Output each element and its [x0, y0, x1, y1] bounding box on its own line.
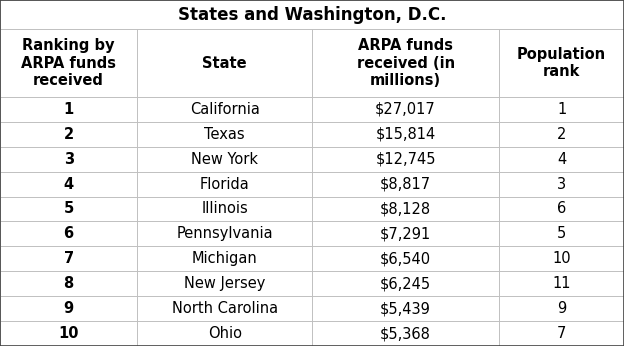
Bar [499, 172, 624, 197]
Text: 9: 9 [557, 301, 566, 316]
Text: State: State [202, 56, 247, 71]
Text: 4: 4 [557, 152, 566, 167]
Bar [312, 246, 499, 271]
Bar [0, 321, 137, 346]
Text: 11: 11 [552, 276, 571, 291]
Bar [137, 321, 312, 346]
Text: Ohio: Ohio [208, 326, 241, 341]
Text: $5,368: $5,368 [380, 326, 431, 341]
Bar [0, 97, 137, 122]
Text: 1: 1 [557, 102, 566, 117]
Text: 1: 1 [64, 102, 74, 117]
Text: 9: 9 [64, 301, 74, 316]
Bar [499, 296, 624, 321]
Bar [312, 172, 499, 197]
Bar [312, 271, 499, 296]
Text: ARPA funds
received (in
millions): ARPA funds received (in millions) [356, 38, 455, 88]
Bar [312, 147, 499, 172]
Bar [499, 197, 624, 221]
Bar [499, 29, 624, 97]
Bar [137, 29, 312, 97]
Bar [137, 97, 312, 122]
Bar [499, 221, 624, 246]
Bar [137, 197, 312, 221]
Text: $6,245: $6,245 [380, 276, 431, 291]
Bar [499, 147, 624, 172]
Bar [312, 97, 499, 122]
Text: Michigan: Michigan [192, 251, 258, 266]
Text: $15,814: $15,814 [376, 127, 436, 142]
Bar [137, 172, 312, 197]
Text: New Jersey: New Jersey [184, 276, 265, 291]
Bar [0, 197, 137, 221]
Text: $12,745: $12,745 [376, 152, 436, 167]
Text: $7,291: $7,291 [380, 226, 431, 242]
Bar [312, 122, 499, 147]
Text: 7: 7 [557, 326, 567, 341]
Text: 10: 10 [59, 326, 79, 341]
Bar [137, 221, 312, 246]
Text: 7: 7 [64, 251, 74, 266]
Bar [0, 147, 137, 172]
Text: $8,128: $8,128 [380, 201, 431, 217]
Text: Illinois: Illinois [202, 201, 248, 217]
Bar [137, 271, 312, 296]
Text: 8: 8 [64, 276, 74, 291]
Bar [312, 321, 499, 346]
Bar [0, 122, 137, 147]
Text: 10: 10 [552, 251, 571, 266]
Text: 4: 4 [64, 176, 74, 192]
Bar [0, 296, 137, 321]
Text: 3: 3 [557, 176, 566, 192]
Bar [499, 97, 624, 122]
Text: Florida: Florida [200, 176, 250, 192]
Bar [137, 147, 312, 172]
Text: 5: 5 [557, 226, 566, 242]
Bar [312, 29, 499, 97]
Text: California: California [190, 102, 260, 117]
Bar [499, 246, 624, 271]
Text: Texas: Texas [204, 127, 245, 142]
Text: 3: 3 [64, 152, 74, 167]
Text: 5: 5 [64, 201, 74, 217]
Text: $27,017: $27,017 [375, 102, 436, 117]
Bar [312, 296, 499, 321]
Text: New York: New York [191, 152, 258, 167]
Bar [0, 221, 137, 246]
Bar [137, 122, 312, 147]
Bar [0, 246, 137, 271]
Text: 2: 2 [64, 127, 74, 142]
Bar [0, 172, 137, 197]
Bar [312, 197, 499, 221]
Bar [0, 0, 624, 29]
Bar [499, 122, 624, 147]
Text: 2: 2 [557, 127, 567, 142]
Text: North Carolina: North Carolina [172, 301, 278, 316]
Bar [0, 29, 137, 97]
Text: $6,540: $6,540 [380, 251, 431, 266]
Bar [499, 321, 624, 346]
Bar [499, 271, 624, 296]
Bar [137, 246, 312, 271]
Bar [137, 296, 312, 321]
Text: Pennsylvania: Pennsylvania [177, 226, 273, 242]
Text: Population
rank: Population rank [517, 47, 606, 79]
Text: 6: 6 [557, 201, 566, 217]
Text: $5,439: $5,439 [380, 301, 431, 316]
Text: 6: 6 [64, 226, 74, 242]
Text: States and Washington, D.C.: States and Washington, D.C. [178, 6, 446, 24]
Bar [312, 221, 499, 246]
Bar [0, 271, 137, 296]
Text: $8,817: $8,817 [380, 176, 431, 192]
Text: Ranking by
ARPA funds
received: Ranking by ARPA funds received [21, 38, 116, 88]
